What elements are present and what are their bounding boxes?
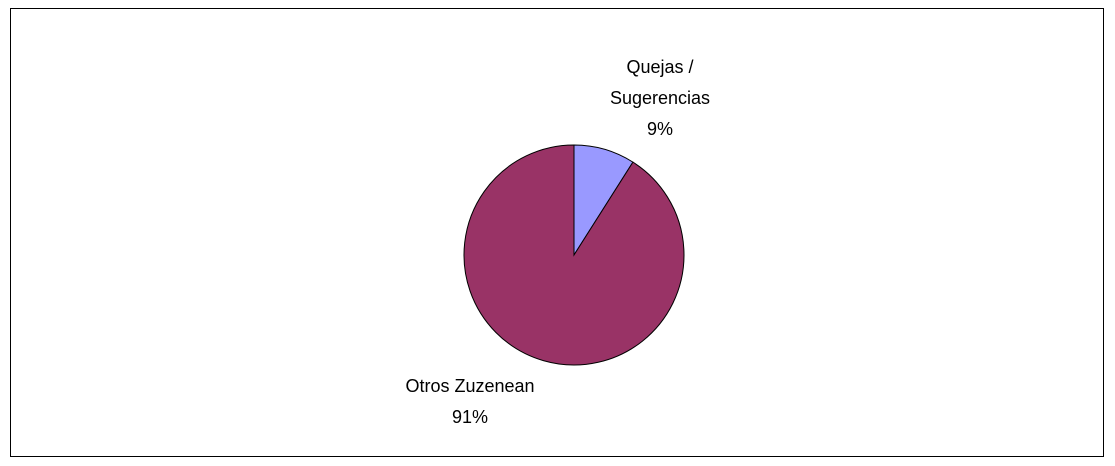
value-label: 91% xyxy=(451,407,489,427)
slice-label: Quejas / Sugerencias 9% xyxy=(575,52,745,145)
chart-frame xyxy=(10,8,1104,457)
pie-slice xyxy=(463,144,685,366)
slice-label: Otros Zuzenean 91% xyxy=(385,371,555,433)
value-label: 9% xyxy=(646,119,673,139)
category-label: Otros Zuzenean xyxy=(405,376,535,396)
category-label: Quejas / Sugerencias xyxy=(609,57,711,108)
